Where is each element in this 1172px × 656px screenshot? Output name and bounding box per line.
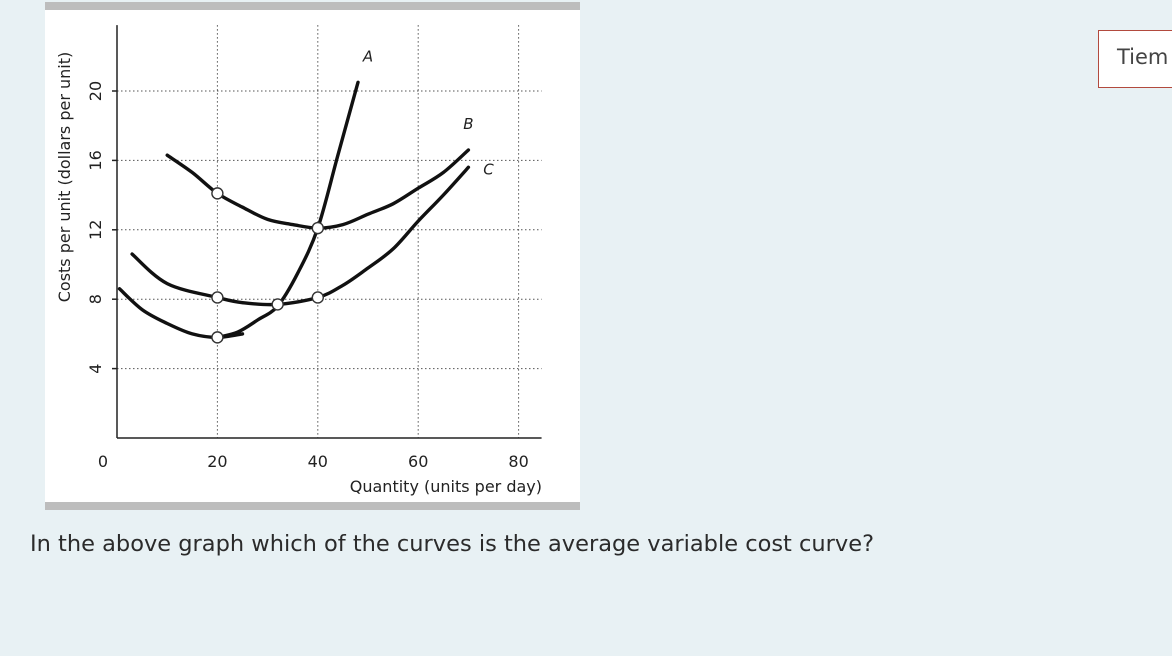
data-point-marker [211, 291, 224, 304]
curve-label-b: B [463, 115, 473, 133]
question-text: In the above graph which of the curves i… [30, 531, 875, 557]
y-tick-label: 16 [86, 150, 105, 170]
timer-box[interactable]: Tiem [1098, 30, 1172, 88]
y-tick-label: 4 [86, 364, 105, 374]
x-tick-label: 0 [98, 452, 108, 471]
y-axis-title: Costs per unit (dollars per unit) [55, 52, 74, 303]
x-axis-title: Quantity (units per day) [350, 477, 542, 496]
cost-curves-chart: 4 8 12 16 20 0 20 40 60 80 A B C Quantity (units pe… [55, 25, 542, 496]
data-point-marker [311, 291, 324, 304]
curve-unlabeled [117, 287, 245, 340]
data-point-marker [211, 187, 224, 200]
chart-axes [116, 25, 542, 439]
data-point-marker [271, 298, 284, 311]
curve-labels: A B C [362, 48, 494, 179]
curve-markers [211, 187, 324, 344]
graph-figure: 4 8 12 16 20 0 20 40 60 80 A B C Quantity (units pe… [45, 2, 580, 510]
curve-label-c: C [483, 160, 494, 178]
timer-label: Tiem [1117, 45, 1169, 69]
x-tick-label: 60 [408, 452, 428, 471]
grid-lines [112, 25, 542, 438]
curve-label-a: A [362, 48, 373, 66]
x-tick-label: 40 [308, 452, 328, 471]
y-tick-label: 12 [86, 220, 105, 240]
data-point-marker [311, 221, 324, 235]
data-point-marker [211, 331, 224, 344]
y-tick-label: 8 [86, 294, 105, 304]
y-tick-label: 20 [86, 81, 105, 101]
x-tick-label: 20 [207, 452, 227, 471]
tick-labels: 4 8 12 16 20 0 20 40 60 80 [86, 81, 529, 471]
curve-a [215, 80, 360, 340]
x-tick-label: 80 [508, 452, 528, 471]
